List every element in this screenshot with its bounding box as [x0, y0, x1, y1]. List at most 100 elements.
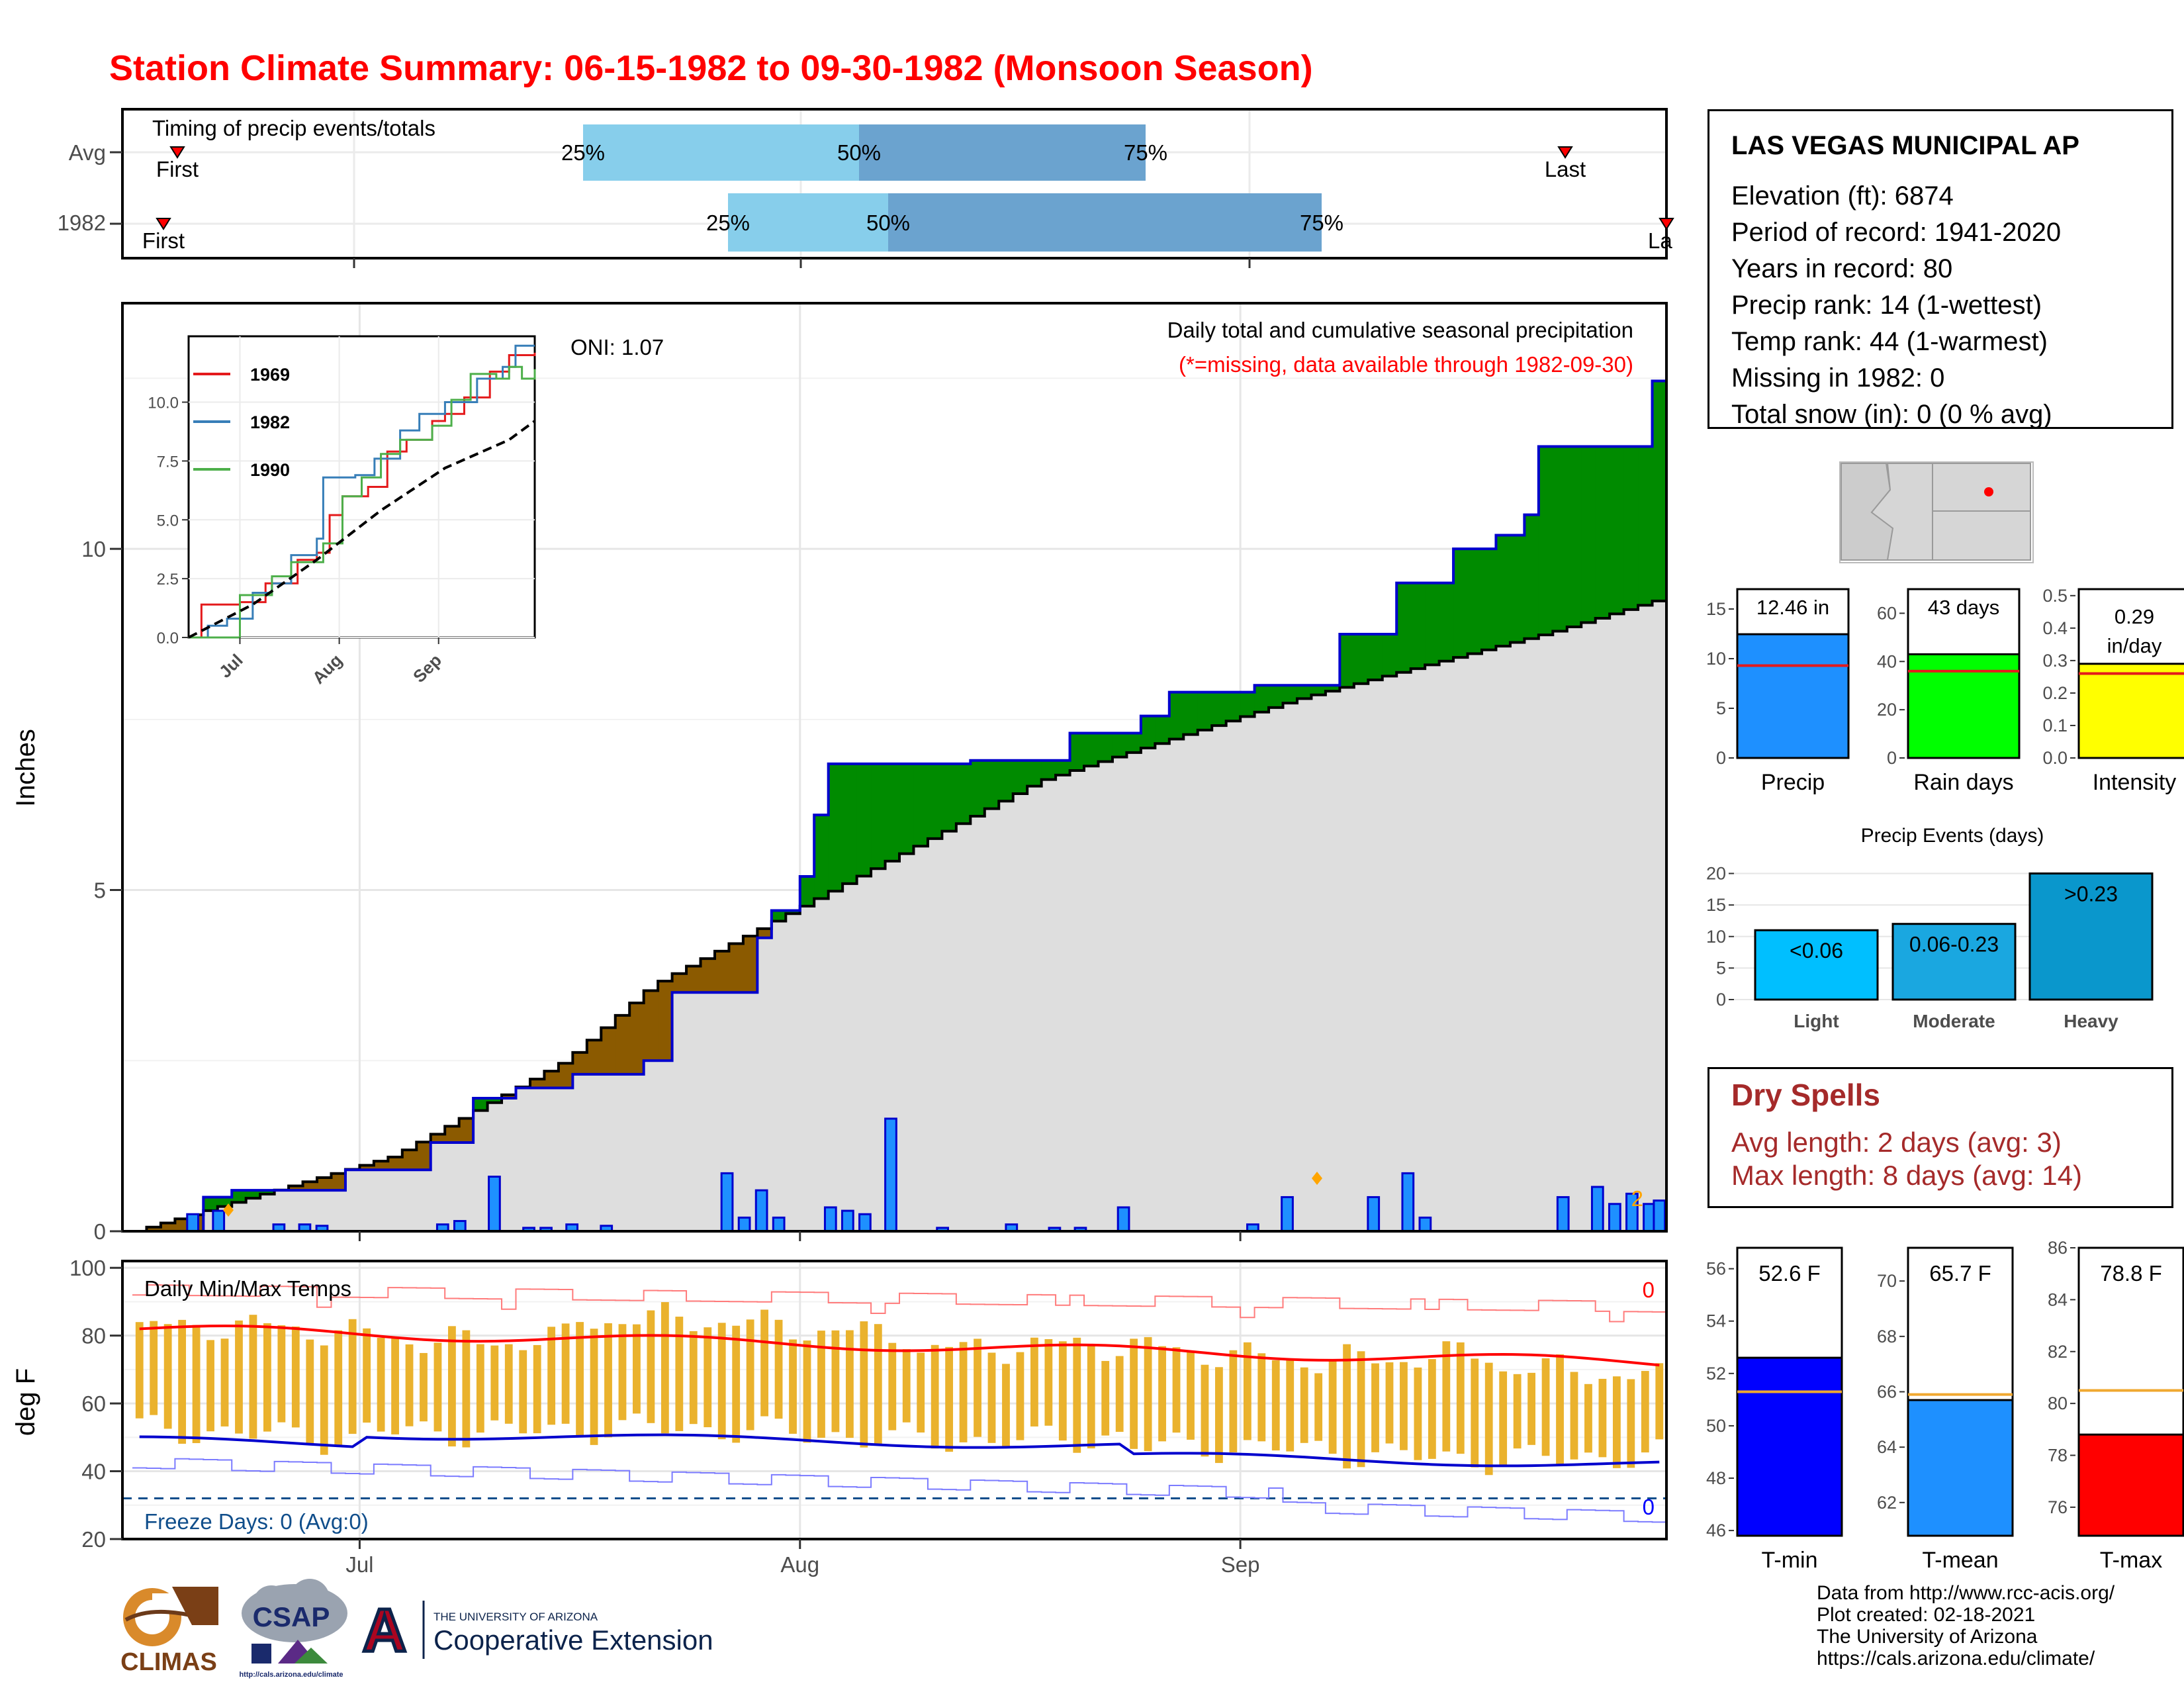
events-y-tick-label: 10	[1706, 927, 1726, 947]
temp-summary-value-label: 78.8 F	[2100, 1261, 2162, 1286]
daily-temp-bar	[1201, 1364, 1209, 1457]
inset-y-tick-label: 7.5	[157, 453, 179, 471]
surplus-segment	[1368, 633, 1383, 680]
deficit-segment	[445, 1126, 460, 1143]
daily-temp-bar	[206, 1340, 214, 1432]
temp-summary-bar	[1907, 1399, 2014, 1537]
daily-temp-bar	[945, 1346, 954, 1452]
deficit-segment	[757, 928, 772, 938]
avg-q25-q50-bar	[583, 124, 859, 181]
daily-temp-bar	[178, 1319, 187, 1444]
average-cumulative-line	[132, 596, 1668, 1233]
daily-temp-bar	[1584, 1383, 1592, 1453]
daily-temp-bar	[1471, 1358, 1479, 1468]
avg-last-label: Last	[1545, 157, 1586, 181]
daily-precip-bar	[1401, 1172, 1415, 1233]
hot-count: 0	[1643, 1278, 1655, 1302]
precip-ylabel: Inches	[11, 729, 40, 807]
surplus-segment	[1510, 535, 1525, 643]
surplus-segment	[899, 763, 915, 854]
temps-ylabel: deg F	[11, 1368, 40, 1436]
daily-temp-bar	[660, 1302, 669, 1434]
surplus-segment	[1311, 685, 1326, 695]
event-bar-tag: 0.06-0.23	[1909, 933, 1999, 957]
yr-q50-q75-bar	[888, 193, 1322, 252]
daily-temp-bar	[1286, 1359, 1295, 1452]
daily-temp-bar	[576, 1322, 584, 1436]
avg-q75-label: 75%	[1124, 140, 1167, 165]
daily-temp-bar	[1513, 1374, 1522, 1449]
surplus-segment	[1283, 685, 1298, 704]
temp-summary-y-tick-label: 66	[1877, 1382, 1897, 1402]
deficit-segment	[359, 1165, 375, 1170]
timing-row-avg: Avg	[69, 140, 106, 165]
daily-precip-bar	[720, 1172, 734, 1233]
daily-temp-bar	[1002, 1364, 1010, 1448]
daily-precip-bar	[1281, 1196, 1294, 1233]
summary-y-tick-label: 20	[1877, 700, 1897, 720]
daily-temp-bar	[1556, 1354, 1564, 1464]
surplus-segment	[1155, 716, 1170, 744]
surplus-segment	[799, 876, 815, 906]
surplus-segment	[1496, 535, 1511, 647]
station-years: Years in record: 80	[1731, 254, 1953, 283]
y-tick-label: 5	[94, 878, 106, 903]
daily-temp-bar	[547, 1327, 556, 1425]
daily-temp-bar	[1215, 1367, 1223, 1464]
credits: Data from http://www.rcc-acis.org/ Plot …	[1817, 1582, 2115, 1669]
daily-precip-bar	[858, 1213, 872, 1233]
deficit-segment	[331, 1173, 346, 1191]
timing-label: Timing of precip events/totals	[152, 116, 435, 140]
daily-temp-bar	[987, 1352, 996, 1443]
temp-summary-y-tick-label: 70	[1877, 1271, 1897, 1291]
daily-temp-bar	[1115, 1356, 1124, 1432]
daily-temp-bar	[391, 1337, 399, 1434]
avg-q25-label: 25%	[561, 140, 605, 165]
precip-panel: 0 5 10 Inches ONI: 1.07 Daily total and cu…	[11, 302, 1668, 1244]
daily-temp-bar	[590, 1329, 598, 1445]
y-tick-label: 20	[81, 1527, 106, 1552]
daily-temp-bar	[931, 1344, 939, 1449]
surplus-segment	[1553, 446, 1568, 632]
daily-temp-bar	[746, 1319, 754, 1430]
daily-temp-bar	[334, 1330, 343, 1447]
daily-temp-bar	[1541, 1358, 1550, 1456]
daily-temp-bar	[1655, 1363, 1664, 1440]
daily-temp-bar	[504, 1344, 513, 1424]
dry-spells-max: Max length: 8 days (avg: 14)	[1731, 1160, 2082, 1191]
temp-summary-y-tick-label: 78	[2048, 1446, 2068, 1466]
daily-temp-bar	[1385, 1362, 1394, 1444]
temp-summary-y-tick-label: 46	[1706, 1521, 1726, 1540]
y-tick-label: 80	[81, 1324, 106, 1348]
record-min-line	[132, 1458, 1666, 1523]
summary-bar-label: Precip	[1761, 770, 1825, 795]
temp-summary-y-tick-label: 50	[1706, 1416, 1726, 1436]
surplus-segment	[1538, 446, 1553, 635]
inset-legend-label: 1969	[250, 365, 290, 385]
deficit-segment	[729, 943, 744, 993]
surplus-segment	[1638, 446, 1653, 606]
daily-temp-bar	[405, 1344, 414, 1427]
x-tick-label: Jul	[345, 1552, 373, 1577]
station-elevation: Elevation (ft): 6874	[1731, 181, 1954, 211]
surplus-segment	[246, 1190, 261, 1199]
daily-temp-bar	[1570, 1372, 1578, 1460]
credit-line: Plot created: 02-18-2021	[1817, 1604, 2036, 1626]
deficit-segment	[672, 973, 687, 993]
event-bar-label: Light	[1794, 1011, 1839, 1031]
surplus-segment	[1240, 692, 1255, 717]
surplus-segment	[970, 760, 985, 816]
deficit-segment	[700, 959, 715, 993]
temps-label: Daily Min/Max Temps	[144, 1276, 351, 1301]
inset-x-tick-label: Aug	[308, 650, 346, 688]
surplus-segment	[814, 815, 829, 899]
daily-temp-bar	[561, 1323, 570, 1424]
inset-y-tick-label: 2.5	[157, 571, 179, 588]
surplus-segment	[1056, 760, 1071, 775]
deficit-segment	[529, 1079, 545, 1088]
surplus-segment	[1595, 446, 1610, 618]
x-tick-label: Aug	[780, 1552, 819, 1577]
daily-temp-bar	[860, 1321, 868, 1448]
surplus-segment	[786, 910, 801, 914]
temp-summary-value-label: 52.6 F	[1758, 1261, 1821, 1286]
